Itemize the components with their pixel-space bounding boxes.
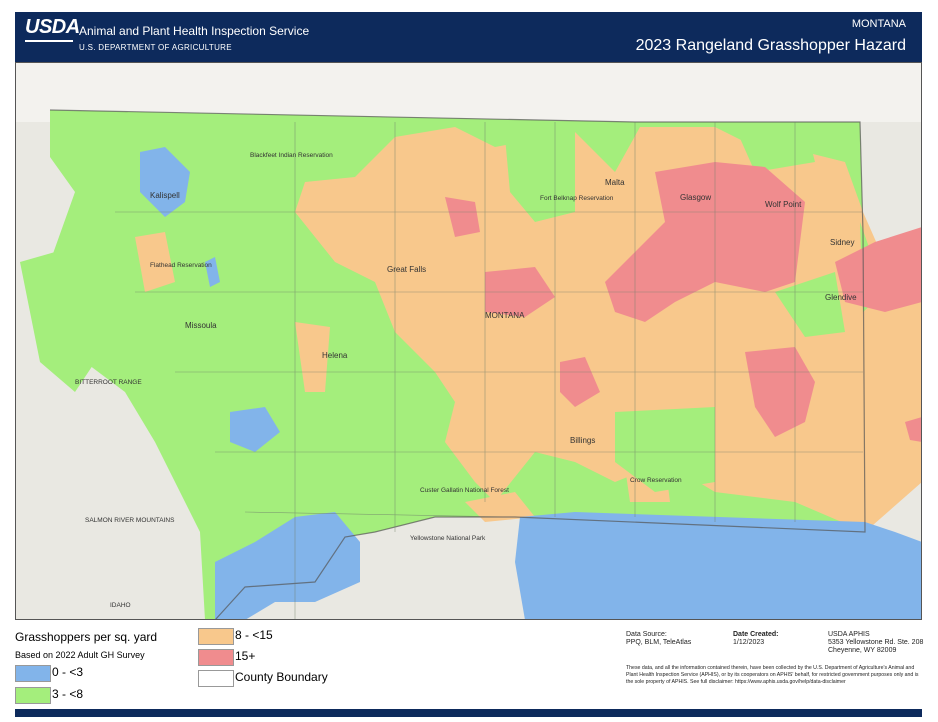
hazard-area [835,227,922,312]
legend-title: Grasshoppers per sq. yard [15,630,158,644]
place-label: Fort Belknap Reservation [540,195,614,202]
map-frame [15,62,922,620]
hazard-area [605,162,805,322]
hazard-area [135,232,175,292]
legend-label: 3 - <8 [52,687,84,701]
place-label: Kalispell [150,191,180,200]
legend-swatch [198,670,234,687]
place-label: Malta [605,178,625,187]
hazard-area [615,407,715,492]
agency: Animal and Plant Health Inspection Servi… [79,24,310,38]
legend-swatch [15,665,51,682]
hazard-area [505,132,575,222]
hazard-area [205,257,220,287]
place-label: Great Falls [387,265,426,274]
hazard-area [230,407,280,452]
hazard-area [465,492,535,522]
logo: USDA [25,16,80,38]
legend-label: 8 - <15 [235,628,273,642]
footer-bar [15,709,922,717]
title: 2023 Rangeland Grasshopper Hazard [635,37,906,54]
hazard-area [215,512,360,620]
map: Kalispell Missoula Helena Great Falls Billin… [15,62,922,620]
hazard-area [140,147,190,217]
place-label: Glendive [825,293,857,302]
place-label: Custer Gallatin National Forest [420,487,509,494]
place-label: Yellowstone National Park [410,535,486,542]
address: Cheyenne, WY 82009 [828,647,897,654]
logo-rule [25,40,73,42]
place-label: Wolf Point [765,200,802,209]
source-label: Data Source: [626,631,667,638]
source: PPQ, BLM, TeleAtlas [626,639,692,646]
legend-subtitle: Based on 2022 Adult GH Survey [15,650,145,660]
place-label: Missoula [185,321,217,330]
hazard-area [295,322,330,392]
county-boundaries [49,109,866,620]
place-label: Crow Reservation [630,477,682,484]
hazard-area [560,357,600,407]
hazard-area [775,272,845,337]
legend-swatch [198,628,234,645]
legend-label: 15+ [235,649,256,663]
hazard-area [445,197,480,237]
place-label: Sidney [830,238,854,247]
legend-swatch [198,649,234,666]
hazard-regions [20,110,922,620]
place-label: Billings [570,436,595,445]
hazard-area [515,512,922,620]
place-label: SALMON RIVER MOUNTAINS [85,517,175,524]
legend-label: County Boundary [235,670,328,684]
place-label: Glasgow [680,193,711,202]
address: 5353 Yellowstone Rd. Ste. 208 [828,639,924,646]
hazard-area [905,417,922,442]
place-label: Blackfeet Indian Reservation [250,152,333,159]
place-labels: Kalispell Missoula Helena Great Falls Billin… [75,152,857,609]
hazard-area [745,347,815,437]
created-label: Date Created: [733,631,779,638]
place-label: IDAHO [110,602,131,609]
legend-swatch [15,687,51,704]
place-label: Flathead Reservation [150,262,212,269]
state: MONTANA [851,18,906,30]
department: U.S. DEPARTMENT OF AGRICULTURE [79,43,232,52]
header: USDA Animal and Plant Health Inspection … [15,12,922,62]
legend-label: 0 - <3 [52,665,84,679]
created: 1/12/2023 [733,639,765,646]
county-line [244,511,516,518]
place-label: Helena [322,351,348,360]
place-label: MONTANA [485,311,525,320]
state-border [49,109,866,620]
hazard-area [20,252,95,392]
disclaimer: These data, and all the information cont… [626,665,919,685]
office: USDA APHIS [828,631,870,638]
place-label: BITTERROOT RANGE [75,379,142,386]
